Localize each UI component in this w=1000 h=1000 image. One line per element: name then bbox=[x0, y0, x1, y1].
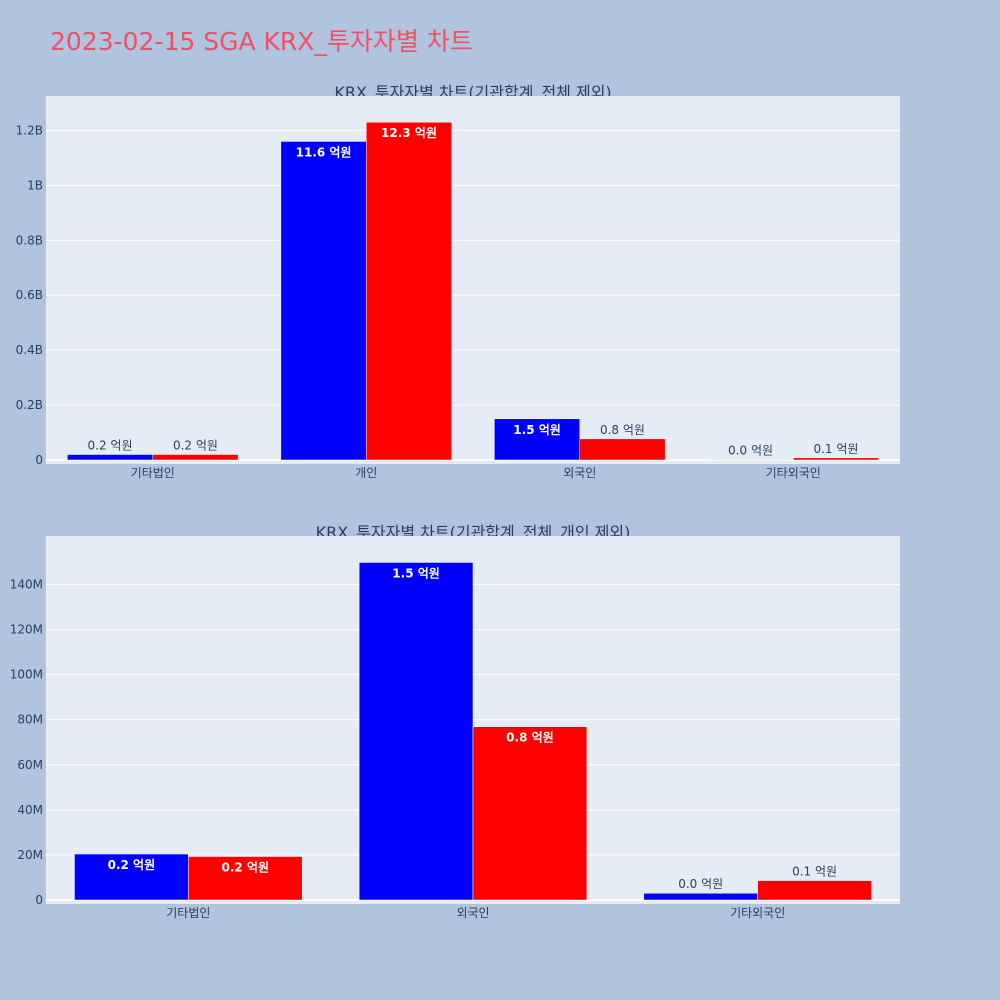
y-tick-label: 1B bbox=[27, 178, 43, 192]
data-label: 0.1 억원 bbox=[813, 442, 858, 456]
data-label: 0.2 억원 bbox=[108, 858, 156, 872]
y-tick-label: 0.2B bbox=[16, 398, 43, 412]
y-tick-label: 40M bbox=[17, 803, 43, 817]
y-tick-label: 140M bbox=[10, 578, 43, 592]
plot-area-1 bbox=[46, 96, 900, 464]
bar bbox=[188, 856, 303, 901]
y-tick-label: 1.2B bbox=[16, 123, 43, 137]
bar bbox=[579, 438, 666, 461]
data-label: 0.2 억원 bbox=[222, 861, 270, 875]
bar bbox=[152, 454, 239, 461]
y-tick-label: 60M bbox=[17, 758, 43, 772]
x-tick-label: 개인 bbox=[355, 466, 377, 480]
bar bbox=[74, 853, 189, 901]
data-label: 1.5 억원 bbox=[513, 423, 561, 437]
data-label: 11.6 억원 bbox=[296, 145, 352, 159]
bar bbox=[67, 454, 153, 461]
x-tick-label: 외국인 bbox=[456, 906, 489, 920]
bar bbox=[472, 726, 588, 901]
y-tick-label: 0.4B bbox=[16, 343, 43, 357]
bar bbox=[757, 880, 872, 901]
y-tick-label: 0.8B bbox=[16, 233, 43, 247]
bar bbox=[366, 121, 452, 461]
bar bbox=[280, 141, 367, 461]
bar bbox=[707, 459, 794, 461]
y-tick-label: 120M bbox=[10, 623, 43, 637]
data-label: 0.1 억원 bbox=[792, 865, 837, 879]
x-tick-label: 기타외국인 bbox=[730, 906, 785, 920]
bar bbox=[793, 457, 879, 461]
y-tick-label: 80M bbox=[17, 713, 43, 727]
bar bbox=[643, 892, 758, 901]
y-tick-label: 100M bbox=[10, 668, 43, 682]
data-label: 0.2 억원 bbox=[173, 439, 218, 453]
data-label: 0.0 억원 bbox=[678, 877, 723, 891]
y-tick-label: 0 bbox=[35, 453, 43, 467]
x-tick-label: 기타외국인 bbox=[766, 466, 821, 480]
main-title: 2023-02-15 SGA KRX_투자자별 차트 bbox=[50, 27, 473, 56]
data-label: 12.3 억원 bbox=[381, 126, 437, 140]
bar bbox=[358, 562, 474, 901]
y-tick-label: 0.6B bbox=[16, 288, 43, 302]
x-tick-label: 외국인 bbox=[563, 466, 596, 480]
data-label: 0.8 억원 bbox=[506, 731, 554, 745]
y-tick-label: 20M bbox=[17, 848, 43, 862]
data-label: 1.5 억원 bbox=[392, 566, 440, 580]
y-tick-label: 0 bbox=[35, 893, 43, 907]
data-label: 0.0 억원 bbox=[728, 443, 773, 457]
bar bbox=[494, 418, 581, 461]
data-label: 0.2 억원 bbox=[88, 439, 133, 453]
x-tick-label: 기타법인 bbox=[131, 466, 175, 480]
x-tick-label: 기타법인 bbox=[166, 906, 210, 920]
data-label: 0.8 억원 bbox=[600, 423, 645, 437]
